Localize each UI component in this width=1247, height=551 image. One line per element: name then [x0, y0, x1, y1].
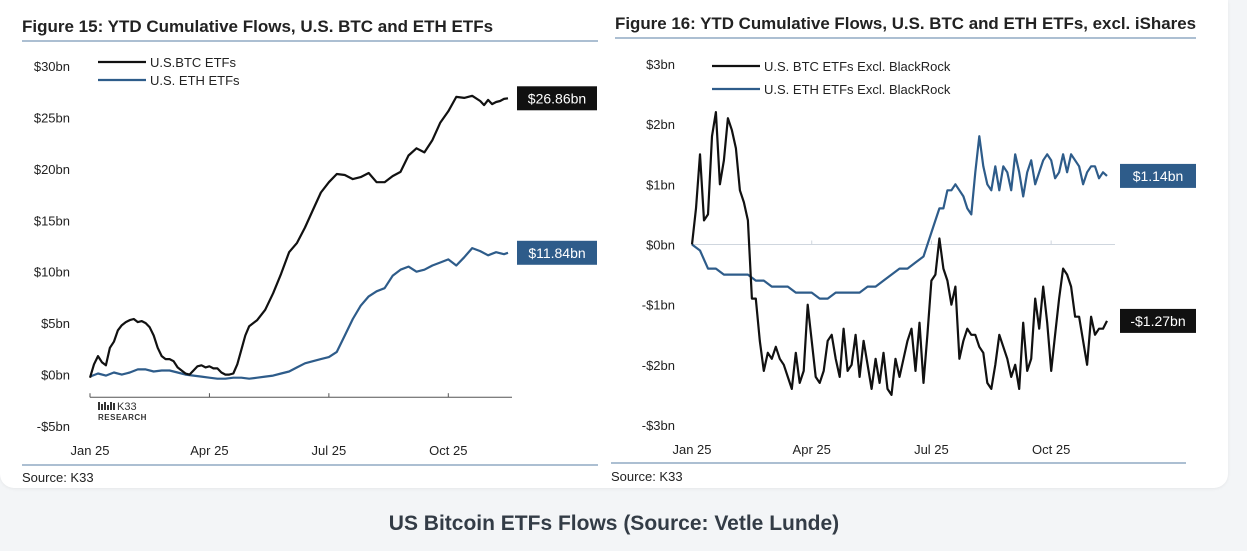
figure-16-eth-end-label: $1.14bn	[1133, 168, 1184, 184]
k33-logo-sub: RESEARCH	[98, 413, 147, 422]
figure-16-legend-label-eth: U.S. ETH ETFs Excl. BlackRock	[764, 82, 951, 97]
figure-15-xtick-label: Jan 25	[70, 443, 109, 458]
k33-logo-name: K33	[117, 401, 137, 413]
figure-15-xtick-label: Oct 25	[429, 443, 467, 458]
figure-16-title: Figure 16: YTD Cumulative Flows, U.S. BT…	[615, 14, 1196, 33]
figure-15-ytick-label: -$5bn	[37, 419, 70, 434]
figure-15-ytick-label: $30bn	[34, 59, 70, 74]
figure-16-plot: $3bn $2bn $1bn $0bn -$1bn -$2bn -$3bn Jan 25 Apr…	[642, 57, 1196, 457]
figure-15-ytick-label: $15bn	[34, 213, 70, 228]
figure-15-ytick-label: $20bn	[34, 162, 70, 177]
figure-16-eth-line	[691, 135, 1108, 300]
figure-15-ytick-label: $0bn	[41, 368, 70, 383]
figure-15-btc-end-label-box	[517, 86, 597, 111]
figure-15-xtick-label: Apr 25	[190, 443, 228, 458]
figure-15-legend-label-eth: U.S. ETH ETFs	[150, 73, 240, 88]
figure-16-btc-end-label-box	[1120, 308, 1196, 333]
figure-16-btc-line	[690, 110, 1108, 396]
figure-caption: US Bitcoin ETFs Flows (Source: Vetle Lun…	[388, 512, 840, 535]
figure-16-ytick-label: $1bn	[646, 177, 675, 192]
figure-16-xtick-label: Apr 25	[793, 442, 831, 457]
figure-15-source: Source: K33	[22, 470, 94, 485]
figure-15-eth-end-label-box	[517, 240, 597, 265]
figure-16-legend-label-btc: U.S. BTC ETFs Excl. BlackRock	[764, 59, 951, 74]
figure-15-ytick-label: $25bn	[34, 110, 70, 125]
k33-logo: K33 RESEARCH	[98, 401, 147, 422]
figure-15-title: Figure 15: YTD Cumulative Flows, U.S. BT…	[22, 17, 493, 36]
figure-16-ytick-label: -$2bn	[642, 358, 675, 373]
figure-15-btc-line	[88, 94, 509, 379]
figure-16-xtick-label: Oct 25	[1032, 442, 1070, 457]
figure-15-ytick-label: $5bn	[41, 316, 70, 331]
figure-15-eth-line	[89, 247, 509, 380]
figure-15-eth-end-label: $11.84bn	[528, 245, 585, 261]
figure-15-xtick-label: Jul 25	[312, 443, 347, 458]
figure-16-ytick-label: -$3bn	[642, 418, 675, 433]
figure-15-plot: $30bn $25bn $20bn $15bn $10bn $5bn $0bn -$5bnJa…	[34, 55, 597, 458]
figure-16-eth-end-label-box	[1120, 163, 1196, 188]
figure-16-ytick-label: $0bn	[646, 238, 675, 253]
figure-15-ytick-label: $10bn	[34, 265, 70, 280]
figure-16-btc-end-label: -$1.27bn	[1130, 313, 1185, 329]
figure-16-source: Source: K33	[611, 469, 683, 484]
figure-15-btc-end-label: $26.86bn	[528, 90, 586, 106]
figure-15-legend-label-btc: U.S.BTC ETFs	[150, 55, 236, 70]
figure-16-xtick-label: Jul 25	[914, 442, 949, 457]
figure-16-ytick-label: $3bn	[646, 57, 675, 72]
figure-16-xtick-label: Jan 25	[672, 442, 711, 457]
figure-16-ytick-label: -$1bn	[642, 298, 675, 313]
figure-16-ytick-label: $2bn	[646, 117, 675, 132]
k33-logo-mark	[98, 402, 115, 410]
